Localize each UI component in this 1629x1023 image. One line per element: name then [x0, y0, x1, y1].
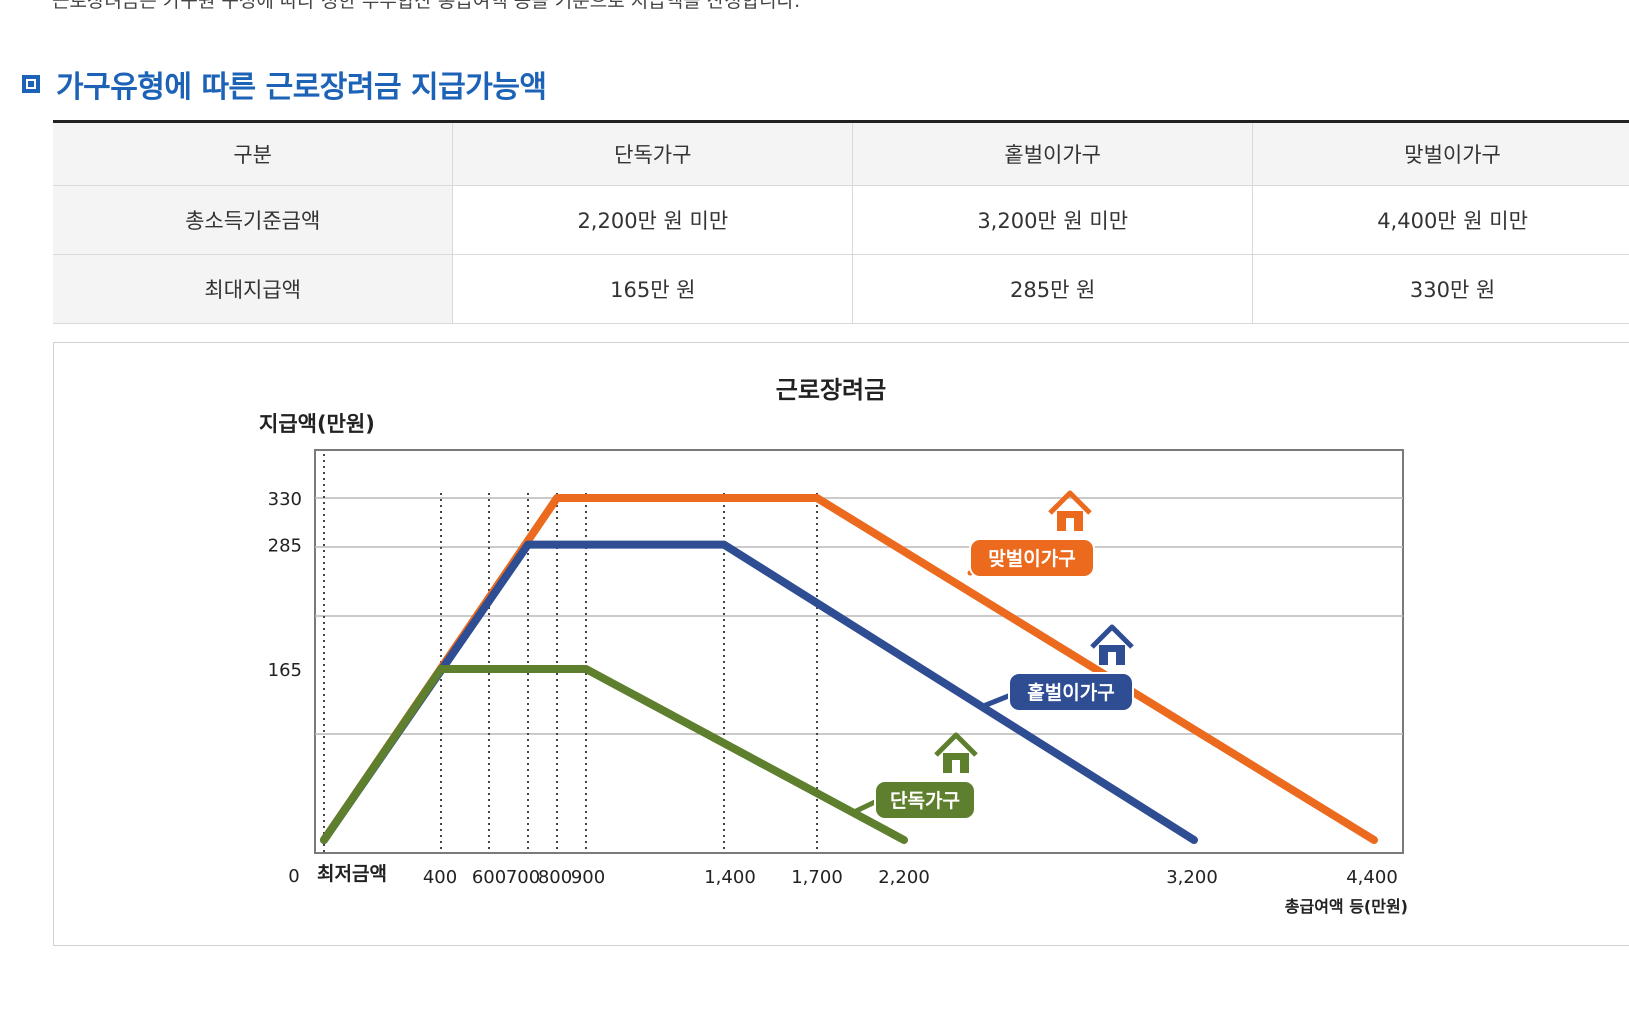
plot-area: [314, 449, 1404, 854]
house-roof: [1048, 490, 1092, 515]
house-roof: [1090, 624, 1134, 649]
house-door: [1066, 518, 1074, 531]
x-tick-label: 900: [571, 867, 605, 888]
table-header: 홑벌이가구: [852, 121, 1254, 186]
table-header: 단독가구: [452, 121, 854, 186]
amount-table: 구분 단독가구 홑벌이가구 맞벌이가구 총소득기준금액 2,200만 원 미만 …: [53, 120, 1629, 324]
legend-label-bg: [874, 780, 976, 820]
y-axis-label: 지급액(만원): [259, 412, 375, 436]
intro-text: 근로장려금은 가구원 구성에 따라 정한 부부합산 총급여액 등을 기준으로 지…: [52, 0, 801, 12]
x-tick-label: 400: [423, 867, 457, 888]
square-bullet-icon: [22, 75, 40, 93]
legend-label-bg: [1008, 672, 1134, 712]
x-tick-label: 3,200: [1166, 867, 1218, 888]
house-door: [952, 760, 960, 773]
legend-label: 단독가구: [890, 790, 960, 812]
house-icon: [1048, 490, 1092, 531]
row-label: 총소득기준금액: [53, 185, 454, 255]
legend-label: 맞벌이가구: [988, 548, 1075, 570]
table-cell: 4,400만 원 미만: [1252, 185, 1629, 255]
section-heading: 가구유형에 따른 근로장려금 지급가능액: [22, 62, 547, 106]
legend-label: 홑벌이가구: [1027, 681, 1114, 704]
house-roof: [934, 732, 978, 757]
x-tick-label: 600: [472, 867, 506, 888]
table-cell: 3,200만 원 미만: [852, 185, 1254, 255]
series-line: [320, 665, 908, 844]
section-title: 가구유형에 따른 근로장려금 지급가능액: [56, 70, 547, 105]
table-cell: 165만 원: [452, 254, 854, 324]
table-cell: 285만 원: [852, 254, 1254, 324]
y-tick-label: 285: [268, 536, 302, 557]
house-icon: [934, 732, 978, 773]
table-header: 구분: [53, 121, 454, 186]
chart-container: 근로장려금 지급액(만원) 총급여액 등(만원) 0 최저금액 165 285 33…: [53, 342, 1629, 946]
x-tick-label: 800: [538, 867, 572, 888]
row-label: 최대지급액: [53, 254, 454, 324]
x-axis-label: 총급여액 등(만원): [1285, 897, 1408, 916]
table-header-row: 구분 단독가구 홑벌이가구 맞벌이가구: [53, 121, 1629, 186]
house-icon: [1090, 624, 1134, 665]
x-origin-min-label: 최저금액: [317, 863, 387, 885]
table-row: 총소득기준금액 2,200만 원 미만 3,200만 원 미만 4,400만 원…: [53, 185, 1629, 255]
chart-title: 근로장려금: [776, 376, 886, 404]
x-tick-label: 1,400: [704, 867, 756, 888]
table-row: 최대지급액 165만 원 285만 원 330만 원: [53, 254, 1629, 324]
table-header: 맞벌이가구: [1252, 121, 1629, 186]
table-cell: 2,200만 원 미만: [452, 185, 854, 255]
earned-income-chart: 근로장려금 지급액(만원) 총급여액 등(만원) 0 최저금액 165 285 33…: [259, 376, 1408, 916]
callout-leader: [851, 798, 880, 815]
x-tick-label: 700: [506, 867, 540, 888]
x-tick-label: 2,200: [878, 867, 930, 888]
legend-label-bg: [969, 538, 1095, 578]
x-tick-label: 1,700: [791, 867, 843, 888]
callout-leader: [983, 692, 1014, 708]
y-tick-label: 165: [268, 660, 302, 681]
x-tick-label: 4,400: [1346, 867, 1398, 888]
x-origin-zero: 0: [288, 866, 299, 887]
house-door: [1108, 652, 1116, 665]
y-tick-label: 330: [268, 489, 302, 510]
table-cell: 330만 원: [1252, 254, 1629, 324]
